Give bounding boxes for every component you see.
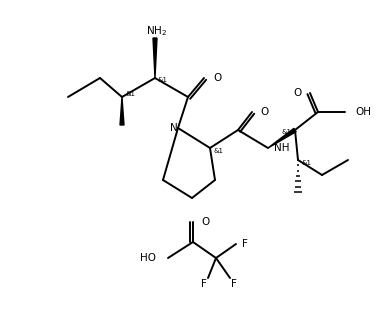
Text: O: O [260,107,268,117]
Text: O: O [294,88,302,98]
Polygon shape [153,38,157,78]
Text: O: O [201,217,209,227]
Text: &1: &1 [158,77,168,83]
Text: F: F [231,279,237,289]
Polygon shape [120,97,124,125]
Polygon shape [268,128,296,148]
Text: OH: OH [355,107,371,117]
Text: &1: &1 [301,160,311,166]
Text: F: F [242,239,248,249]
Text: HO: HO [140,253,156,263]
Text: N: N [170,123,178,133]
Text: &1: &1 [213,148,223,154]
Text: NH: NH [274,143,290,153]
Text: &1: &1 [282,129,292,135]
Text: &1: &1 [125,91,135,97]
Text: O: O [213,73,221,83]
Text: F: F [201,279,207,289]
Text: NH$_2$: NH$_2$ [146,24,168,38]
